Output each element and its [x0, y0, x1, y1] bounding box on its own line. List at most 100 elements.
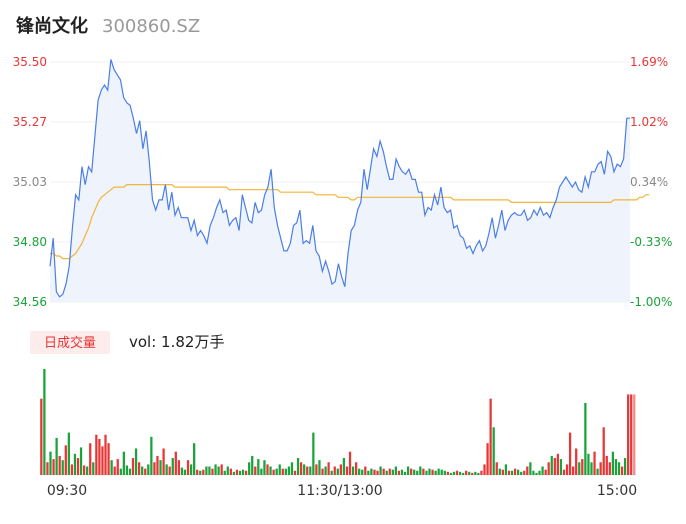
volume-bar	[134, 448, 138, 475]
volume-tag-background	[30, 331, 110, 354]
volume-bar	[477, 472, 480, 475]
volume-bar	[627, 394, 630, 475]
volume-bar	[324, 466, 327, 475]
volume-bar	[312, 432, 315, 475]
volume-bar	[156, 455, 159, 475]
percent-tick-label: 1.69%	[630, 55, 668, 69]
volume-bar	[296, 458, 300, 475]
volume-bar	[370, 468, 373, 475]
volume-bar	[266, 464, 269, 475]
price-axis: 35.50 35.27 35.03 34.80 34.56	[13, 55, 47, 309]
volume-bar	[614, 459, 618, 475]
volume-bar	[364, 466, 367, 475]
volume-bar	[333, 466, 336, 475]
volume-bar	[431, 469, 434, 475]
percent-tick-label: -0.33%	[630, 235, 672, 249]
volume-bar	[568, 432, 572, 475]
volume-bar	[232, 471, 236, 475]
volume-bar	[183, 469, 187, 475]
stock-code: 300860.SZ	[102, 16, 201, 37]
time-axis: 09:30 11:30/13:00 15:00	[47, 483, 637, 499]
volume-bar	[480, 470, 483, 475]
volume-bar	[272, 469, 275, 475]
volume-bar	[535, 472, 538, 475]
volume-bar	[526, 466, 529, 475]
volume-bar	[220, 464, 223, 475]
volume-label-tag: 日成交量	[30, 331, 110, 354]
volume-bar	[529, 462, 532, 475]
volume-bar	[235, 469, 239, 475]
volume-bar	[321, 468, 324, 475]
volume-bar	[150, 436, 153, 475]
volume-bar	[617, 462, 621, 475]
volume-bar	[70, 464, 74, 475]
volume-bar	[593, 451, 596, 475]
volume-bar	[86, 466, 89, 475]
volume-bar	[507, 470, 511, 475]
volume-bar	[138, 462, 141, 475]
volume-bar	[251, 455, 254, 475]
volume-bar	[410, 468, 413, 475]
volume-bar	[351, 466, 355, 475]
percent-tick-label: -1.00%	[630, 295, 672, 309]
volume-bar	[623, 458, 627, 475]
volume-bar	[425, 470, 428, 475]
volume-bar	[489, 398, 492, 475]
volume-bar	[119, 468, 122, 475]
volume-bar	[532, 470, 535, 475]
volume-bar	[419, 466, 422, 475]
volume-bar	[299, 462, 303, 475]
volume-bar	[339, 464, 342, 475]
volume-bar	[211, 468, 214, 475]
volume-bar	[565, 464, 569, 475]
volume-bar	[202, 469, 205, 475]
volume-bar	[544, 469, 547, 475]
volume-bar	[177, 460, 180, 475]
volume-bar	[76, 458, 80, 475]
volume-bar	[382, 468, 385, 475]
volume-bar	[562, 469, 566, 475]
volume-bar	[315, 464, 318, 475]
volume-bar	[394, 466, 397, 475]
volume-bar	[122, 451, 125, 475]
volume-bar	[284, 468, 287, 475]
volume-bar	[147, 464, 150, 475]
volume-bar	[40, 398, 43, 475]
volume-bar	[620, 466, 624, 475]
volume-bar	[92, 462, 95, 475]
volume-bar	[483, 464, 486, 475]
volume-bar	[345, 466, 349, 475]
volume-bar	[547, 462, 550, 475]
volume-bar	[428, 468, 431, 475]
volume-bar	[131, 458, 135, 475]
volume-bar	[125, 465, 129, 475]
volume-bar	[581, 459, 584, 475]
volume-bar	[306, 466, 309, 475]
volume-bar	[385, 470, 388, 475]
volume-bar	[590, 462, 593, 475]
volume-bar	[630, 394, 633, 475]
volume-bar	[437, 468, 440, 475]
volume-bar	[541, 466, 544, 475]
stock-header: 锋尚文化 300860.SZ	[16, 12, 200, 40]
time-tick-label: 11:30/13:00	[297, 483, 382, 499]
volume-bar	[471, 472, 474, 475]
volume-bar	[397, 470, 401, 475]
volume-bar	[486, 443, 489, 475]
volume-bar	[611, 451, 615, 475]
volume-bar	[58, 455, 61, 475]
volume-bar	[260, 468, 263, 475]
volume-bar	[523, 470, 526, 475]
volume-bar	[504, 464, 508, 475]
volume-bar	[342, 458, 346, 475]
volume-summary: vol: 1.82万手	[129, 333, 224, 351]
volume-bar	[608, 462, 611, 475]
time-tick-label: 15:00	[597, 483, 637, 499]
price-tick-label: 35.50	[13, 55, 47, 69]
volume-bar	[388, 468, 391, 475]
volume-bar	[104, 434, 107, 475]
volume-bar	[468, 471, 471, 475]
volume-bar	[495, 462, 498, 475]
volume-bar	[241, 469, 245, 475]
